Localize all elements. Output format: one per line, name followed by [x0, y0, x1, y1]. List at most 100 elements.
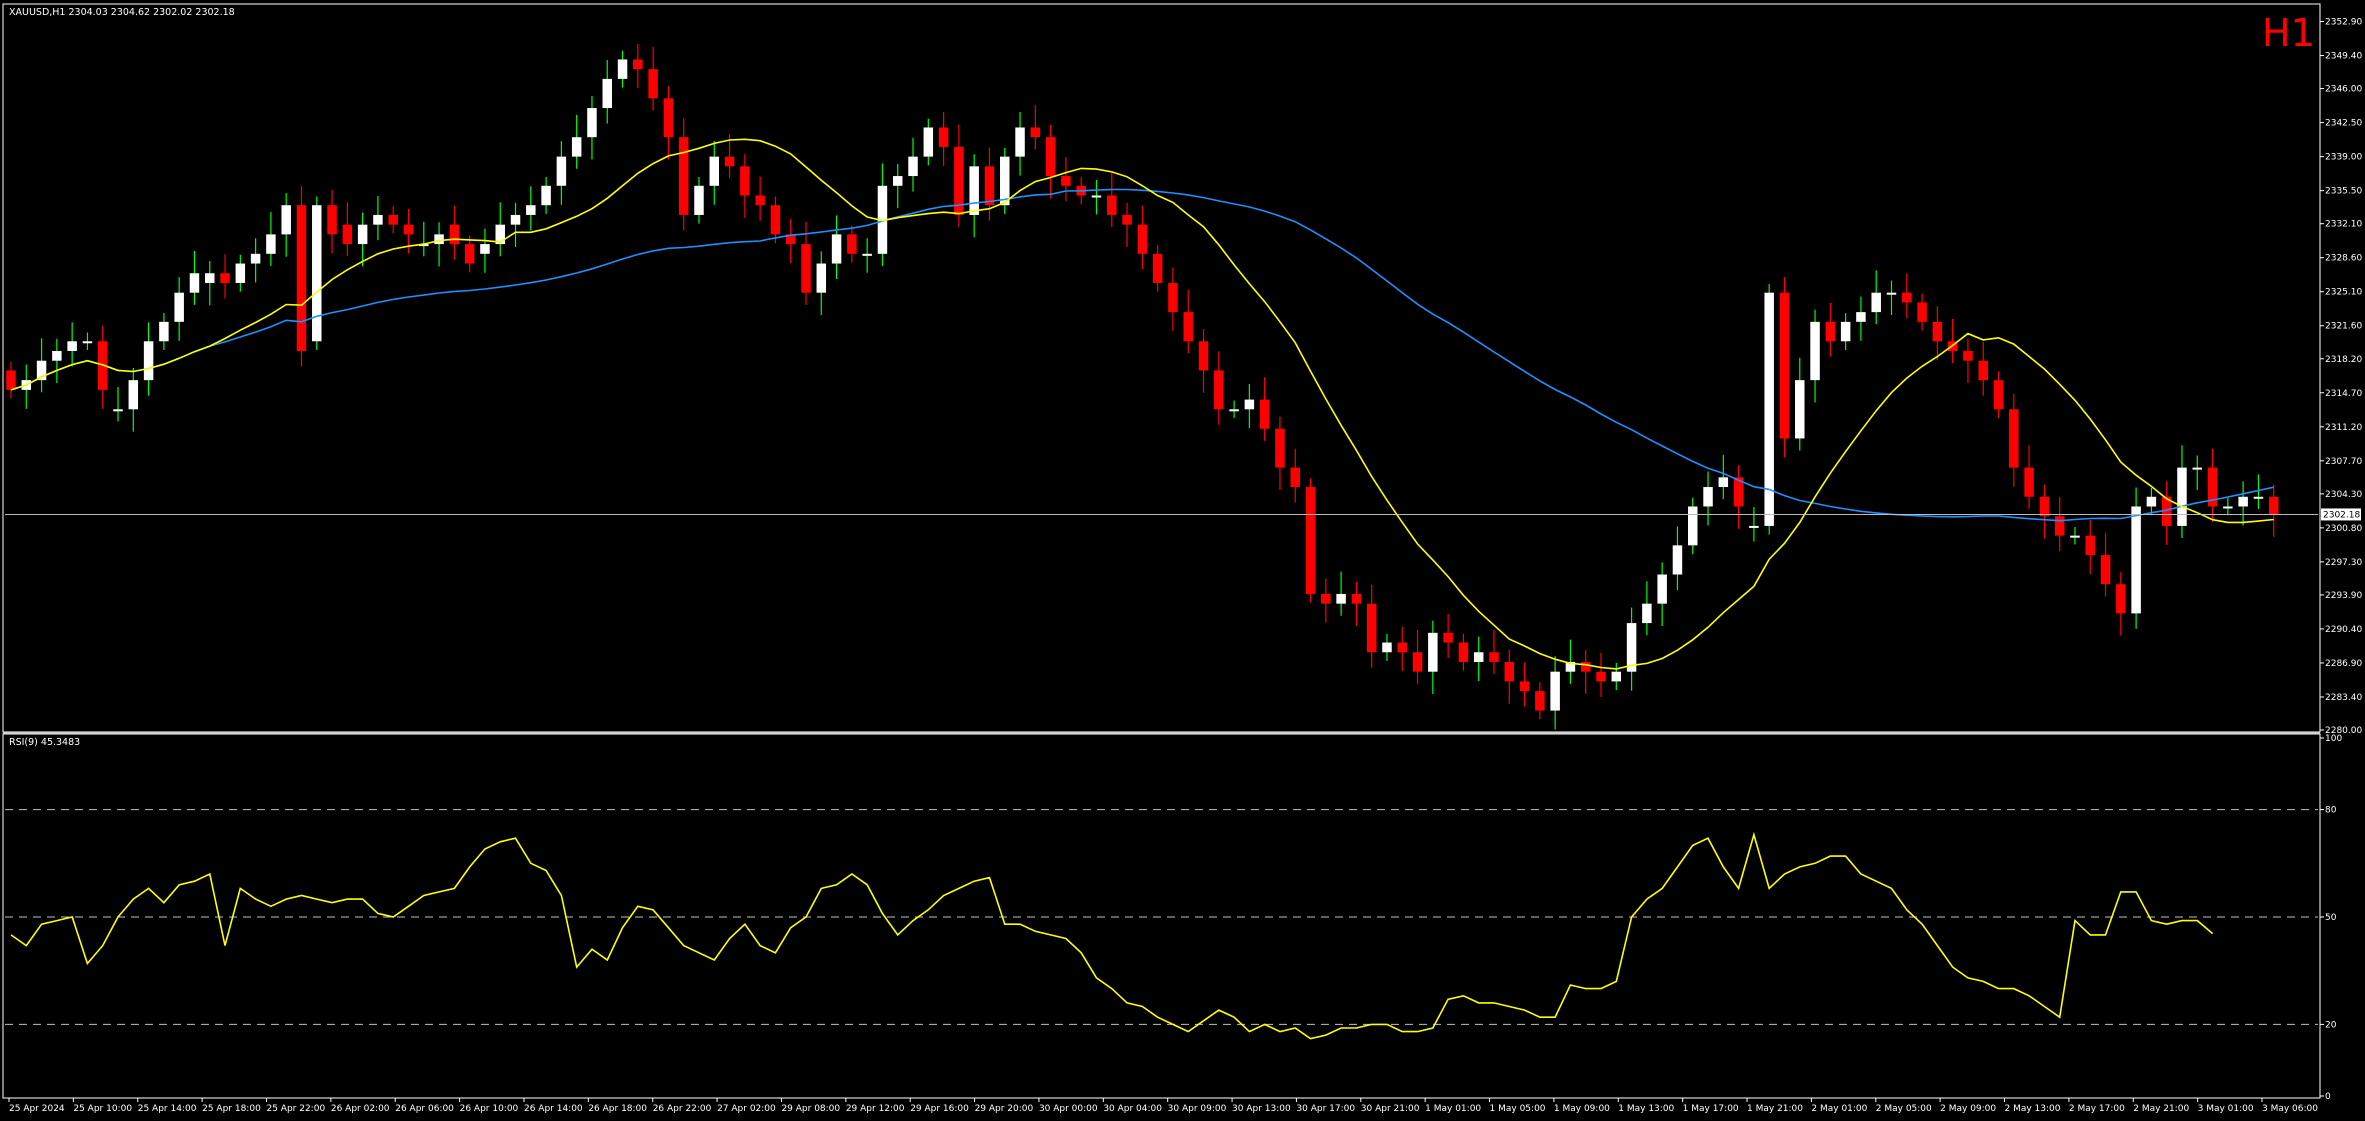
candle-body[interactable]	[755, 195, 765, 206]
candle-body[interactable]	[1963, 350, 1973, 361]
candle-body[interactable]	[189, 273, 200, 293]
candle-body[interactable]	[770, 205, 781, 235]
candle-body[interactable]	[1871, 292, 1881, 313]
candle-body[interactable]	[1382, 642, 1392, 653]
candle-body[interactable]	[327, 205, 337, 235]
candle-body[interactable]	[1015, 127, 1025, 157]
candle-body[interactable]	[923, 127, 934, 157]
candle-body[interactable]	[1122, 214, 1132, 225]
candle-body[interactable]	[281, 205, 291, 235]
candle-body[interactable]	[1504, 661, 1515, 682]
candle-body[interactable]	[1856, 312, 1866, 322]
candle-body[interactable]	[541, 185, 551, 206]
candle-body[interactable]	[373, 214, 383, 225]
candle-body[interactable]	[2161, 496, 2172, 526]
candle-body[interactable]	[1688, 506, 1698, 546]
candle-body[interactable]	[617, 59, 628, 79]
candle-body[interactable]	[1229, 409, 1239, 412]
candle-body[interactable]	[1489, 652, 1499, 662]
candle-body[interactable]	[1810, 321, 1820, 381]
candle-body[interactable]	[312, 205, 322, 342]
price-panel[interactable]: 2352.90 2349.40 2346.00 2342.50 2339.00 2335.…	[2, 3, 2362, 736]
candle-body[interactable]	[1795, 380, 1805, 439]
candle-body[interactable]	[1840, 321, 1851, 342]
candle-body[interactable]	[908, 156, 918, 177]
candle-body[interactable]	[1993, 380, 2004, 410]
candle-body[interactable]	[1412, 652, 1423, 672]
candle-body[interactable]	[205, 273, 215, 283]
candle-body[interactable]	[1473, 652, 1484, 662]
candle-body[interactable]	[1336, 593, 1346, 604]
candle-body[interactable]	[2131, 506, 2141, 614]
candle-body[interactable]	[388, 214, 398, 225]
candle-body[interactable]	[1458, 642, 1469, 662]
candle-body[interactable]	[2009, 409, 2019, 468]
candle-body[interactable]	[1672, 545, 1683, 575]
candle-body[interactable]	[220, 273, 230, 283]
candle-body[interactable]	[1366, 603, 1377, 653]
candle-body[interactable]	[984, 166, 995, 206]
candle-body[interactable]	[1045, 137, 1056, 177]
candle-body[interactable]	[143, 341, 154, 381]
candle-body[interactable]	[1275, 428, 1285, 468]
candle-body[interactable]	[2070, 535, 2080, 538]
candle-body[interactable]	[862, 253, 872, 256]
candle-body[interactable]	[526, 205, 536, 215]
candle-body[interactable]	[709, 156, 720, 186]
candle-body[interactable]	[1137, 224, 1148, 254]
candle-body[interactable]	[67, 341, 77, 351]
candle-body[interactable]	[1443, 632, 1453, 643]
candle-body[interactable]	[785, 234, 796, 245]
candle-body[interactable]	[2146, 496, 2157, 507]
candle-body[interactable]	[357, 224, 368, 245]
candle-body[interactable]	[510, 214, 521, 225]
candle-body[interactable]	[1168, 282, 1178, 313]
candle-body[interactable]	[1290, 467, 1300, 488]
candle-body[interactable]	[449, 224, 460, 245]
candle-body[interactable]	[602, 78, 612, 109]
candle-body[interactable]	[1886, 292, 1897, 295]
candle-body[interactable]	[1565, 661, 1576, 672]
candle-body[interactable]	[1718, 477, 1729, 488]
candle-body[interactable]	[159, 321, 169, 342]
candle-body[interactable]	[1733, 477, 1744, 507]
candle-body[interactable]	[1657, 574, 1667, 604]
candle-body[interactable]	[1198, 341, 1209, 371]
candle-body[interactable]	[1259, 399, 1270, 429]
candle-body[interactable]	[2039, 496, 2050, 517]
candle-body[interactable]	[663, 98, 674, 138]
candle-body[interactable]	[724, 156, 735, 167]
candle-body[interactable]	[174, 292, 184, 322]
candle-body[interactable]	[1152, 253, 1163, 283]
candle-body[interactable]	[1917, 302, 1927, 322]
candle-body[interactable]	[892, 176, 903, 186]
candle-body[interactable]	[1764, 292, 1774, 526]
candle-body[interactable]	[2054, 516, 2065, 536]
rsi-panel[interactable]: 100 80 50 20 0	[2, 733, 2342, 1102]
candle-body[interactable]	[1932, 321, 1943, 342]
candle-body[interactable]	[954, 146, 964, 215]
candle-body[interactable]	[1305, 487, 1316, 594]
candle-body[interactable]	[1779, 292, 1790, 439]
candle-body[interactable]	[235, 263, 246, 283]
candle-body[interactable]	[1535, 691, 1545, 711]
candle-body[interactable]	[342, 224, 353, 245]
candle-body[interactable]	[2085, 535, 2095, 556]
candle-body[interactable]	[1978, 360, 1988, 381]
candle-body[interactable]	[678, 137, 689, 215]
candle-body[interactable]	[52, 350, 62, 361]
candle-body[interactable]	[2100, 555, 2111, 585]
candle-body[interactable]	[480, 244, 490, 254]
candle-body[interactable]	[816, 263, 827, 293]
candle-body[interactable]	[1091, 195, 1102, 198]
candle-body[interactable]	[2192, 467, 2203, 470]
candle-body[interactable]	[2116, 584, 2126, 614]
candle-body[interactable]	[1030, 127, 1041, 138]
candle-body[interactable]	[1519, 681, 1530, 692]
candle-body[interactable]	[938, 127, 949, 147]
candle-body[interactable]	[2207, 467, 2218, 507]
candle-body[interactable]	[495, 224, 505, 245]
candle-body[interactable]	[2238, 496, 2248, 507]
